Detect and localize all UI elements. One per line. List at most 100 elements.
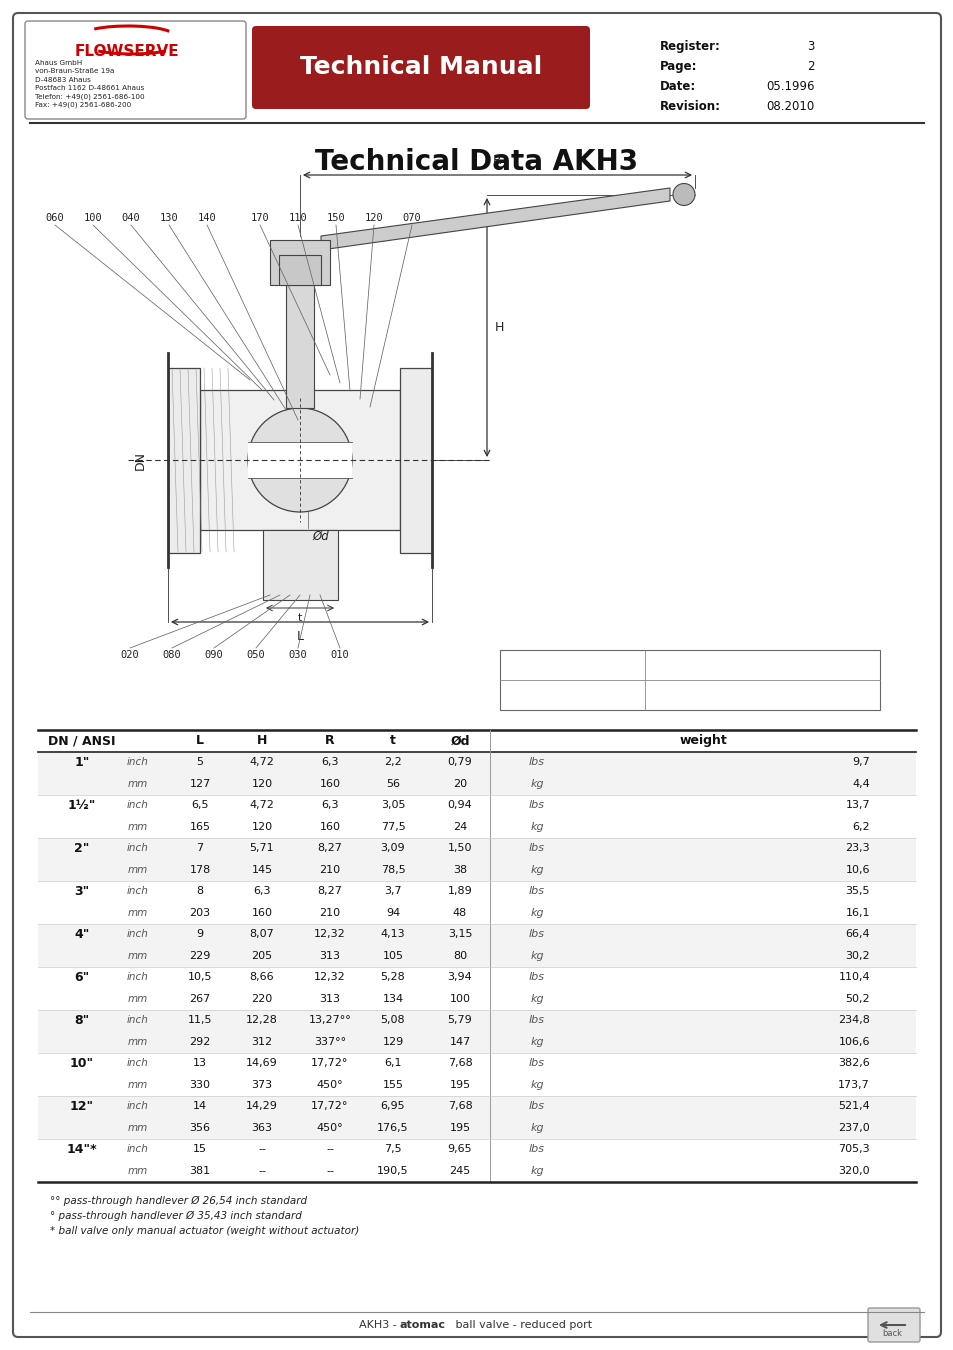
Text: kg: kg	[530, 994, 543, 1004]
Text: mm: mm	[128, 1166, 148, 1176]
Text: ISO 5752 Tab. 6, short: ISO 5752 Tab. 6, short	[649, 657, 749, 667]
Text: 320,0: 320,0	[838, 1166, 869, 1176]
Text: 4": 4"	[74, 927, 90, 941]
Text: 17,72°: 17,72°	[311, 1102, 349, 1111]
Text: 2,2: 2,2	[384, 757, 401, 767]
Text: 1,50: 1,50	[447, 844, 472, 853]
Text: 3,15: 3,15	[447, 929, 472, 940]
Text: L: L	[296, 630, 303, 643]
Text: 5: 5	[196, 757, 203, 767]
Text: kg: kg	[530, 865, 543, 875]
Text: 9,7: 9,7	[851, 757, 869, 767]
Text: lbs: lbs	[529, 1058, 544, 1068]
Text: mm: mm	[128, 779, 148, 788]
Text: 0,94: 0,94	[447, 801, 472, 810]
Text: kg: kg	[530, 779, 543, 788]
Text: lbs: lbs	[529, 1102, 544, 1111]
Text: 129: 129	[382, 1037, 403, 1046]
Text: 450°: 450°	[316, 1080, 343, 1089]
Text: mm: mm	[128, 1123, 148, 1133]
Text: 145: 145	[252, 865, 273, 875]
Text: --: --	[257, 1145, 266, 1154]
Text: DN: DN	[133, 451, 147, 470]
Text: 9,65: 9,65	[447, 1145, 472, 1154]
Bar	[38, 1160, 915, 1181]
Text: 170: 170	[251, 213, 269, 223]
Text: kg: kg	[530, 1166, 543, 1176]
Text: 7,68: 7,68	[447, 1058, 472, 1068]
Text: 8,27: 8,27	[317, 886, 342, 896]
Circle shape	[672, 184, 695, 205]
Text: 100: 100	[84, 213, 102, 223]
Text: Date:: Date:	[659, 80, 696, 93]
Text: 16,1: 16,1	[844, 907, 869, 918]
Text: 6,3: 6,3	[321, 801, 338, 810]
Text: inch: inch	[127, 801, 149, 810]
Bar	[38, 774, 915, 795]
Text: 176,5: 176,5	[376, 1123, 409, 1133]
Text: 5,79: 5,79	[447, 1015, 472, 1025]
Text: 12,32: 12,32	[314, 929, 346, 940]
Bar	[38, 1010, 915, 1031]
Text: 382,6: 382,6	[838, 1058, 869, 1068]
Text: 8": 8"	[74, 1014, 90, 1027]
Text: 6,3: 6,3	[253, 886, 271, 896]
Text: 7,68: 7,68	[447, 1102, 472, 1111]
Text: kg: kg	[530, 1123, 543, 1133]
Text: 6": 6"	[74, 971, 90, 984]
Text: 020: 020	[120, 649, 139, 660]
Bar	[38, 902, 915, 923]
FancyBboxPatch shape	[13, 14, 940, 1336]
Text: 229: 229	[189, 950, 211, 961]
Text: mm: mm	[128, 1080, 148, 1089]
Bar	[38, 752, 915, 774]
Bar	[168, 369, 200, 554]
Bar	[38, 1075, 915, 1095]
Text: back: back	[882, 1330, 901, 1338]
Text: 245: 245	[449, 1166, 470, 1176]
Text: R: R	[325, 734, 335, 748]
Text: inch: inch	[127, 972, 149, 983]
Text: Flange Connections: Flange Connections	[504, 686, 594, 695]
Text: 040: 040	[121, 213, 140, 223]
Text: 1": 1"	[74, 756, 90, 768]
Text: atomac: atomac	[399, 1320, 446, 1330]
Text: 14,69: 14,69	[246, 1058, 277, 1068]
Text: 6,3: 6,3	[321, 757, 338, 767]
Bar	[399, 369, 432, 554]
Text: lbs: lbs	[529, 801, 544, 810]
Text: 127: 127	[190, 779, 211, 788]
Text: Revision:: Revision:	[659, 100, 720, 113]
Text: inch: inch	[127, 844, 149, 853]
Text: 120: 120	[252, 779, 273, 788]
Bar	[38, 967, 915, 988]
Text: 120: 120	[252, 822, 273, 832]
Text: 381: 381	[190, 1166, 211, 1176]
Text: 3": 3"	[74, 884, 90, 898]
Text: 106,6: 106,6	[838, 1037, 869, 1046]
Text: lbs: lbs	[529, 1015, 544, 1025]
FancyBboxPatch shape	[252, 26, 589, 109]
Bar	[38, 1031, 915, 1053]
Text: 313: 313	[319, 994, 340, 1004]
FancyBboxPatch shape	[25, 22, 246, 119]
Text: mm: mm	[128, 1037, 148, 1046]
Text: kg: kg	[530, 1037, 543, 1046]
Text: °° pass-through handlever Ø 26,54 inch standard: °° pass-through handlever Ø 26,54 inch s…	[50, 1196, 307, 1206]
Text: 050: 050	[247, 649, 265, 660]
Text: 4,13: 4,13	[380, 929, 405, 940]
Bar	[200, 390, 399, 531]
Text: kg: kg	[530, 822, 543, 832]
Text: 155: 155	[382, 1080, 403, 1089]
Text: 3,7: 3,7	[384, 886, 401, 896]
Text: 1½": 1½"	[68, 799, 96, 811]
Text: 5,71: 5,71	[250, 844, 274, 853]
Text: mm: mm	[128, 865, 148, 875]
Text: 267: 267	[190, 994, 211, 1004]
Bar	[38, 988, 915, 1010]
Text: 140: 140	[197, 213, 216, 223]
Text: 8: 8	[196, 886, 203, 896]
Text: 5,08: 5,08	[380, 1015, 405, 1025]
Circle shape	[248, 408, 352, 512]
Text: 220: 220	[251, 994, 273, 1004]
